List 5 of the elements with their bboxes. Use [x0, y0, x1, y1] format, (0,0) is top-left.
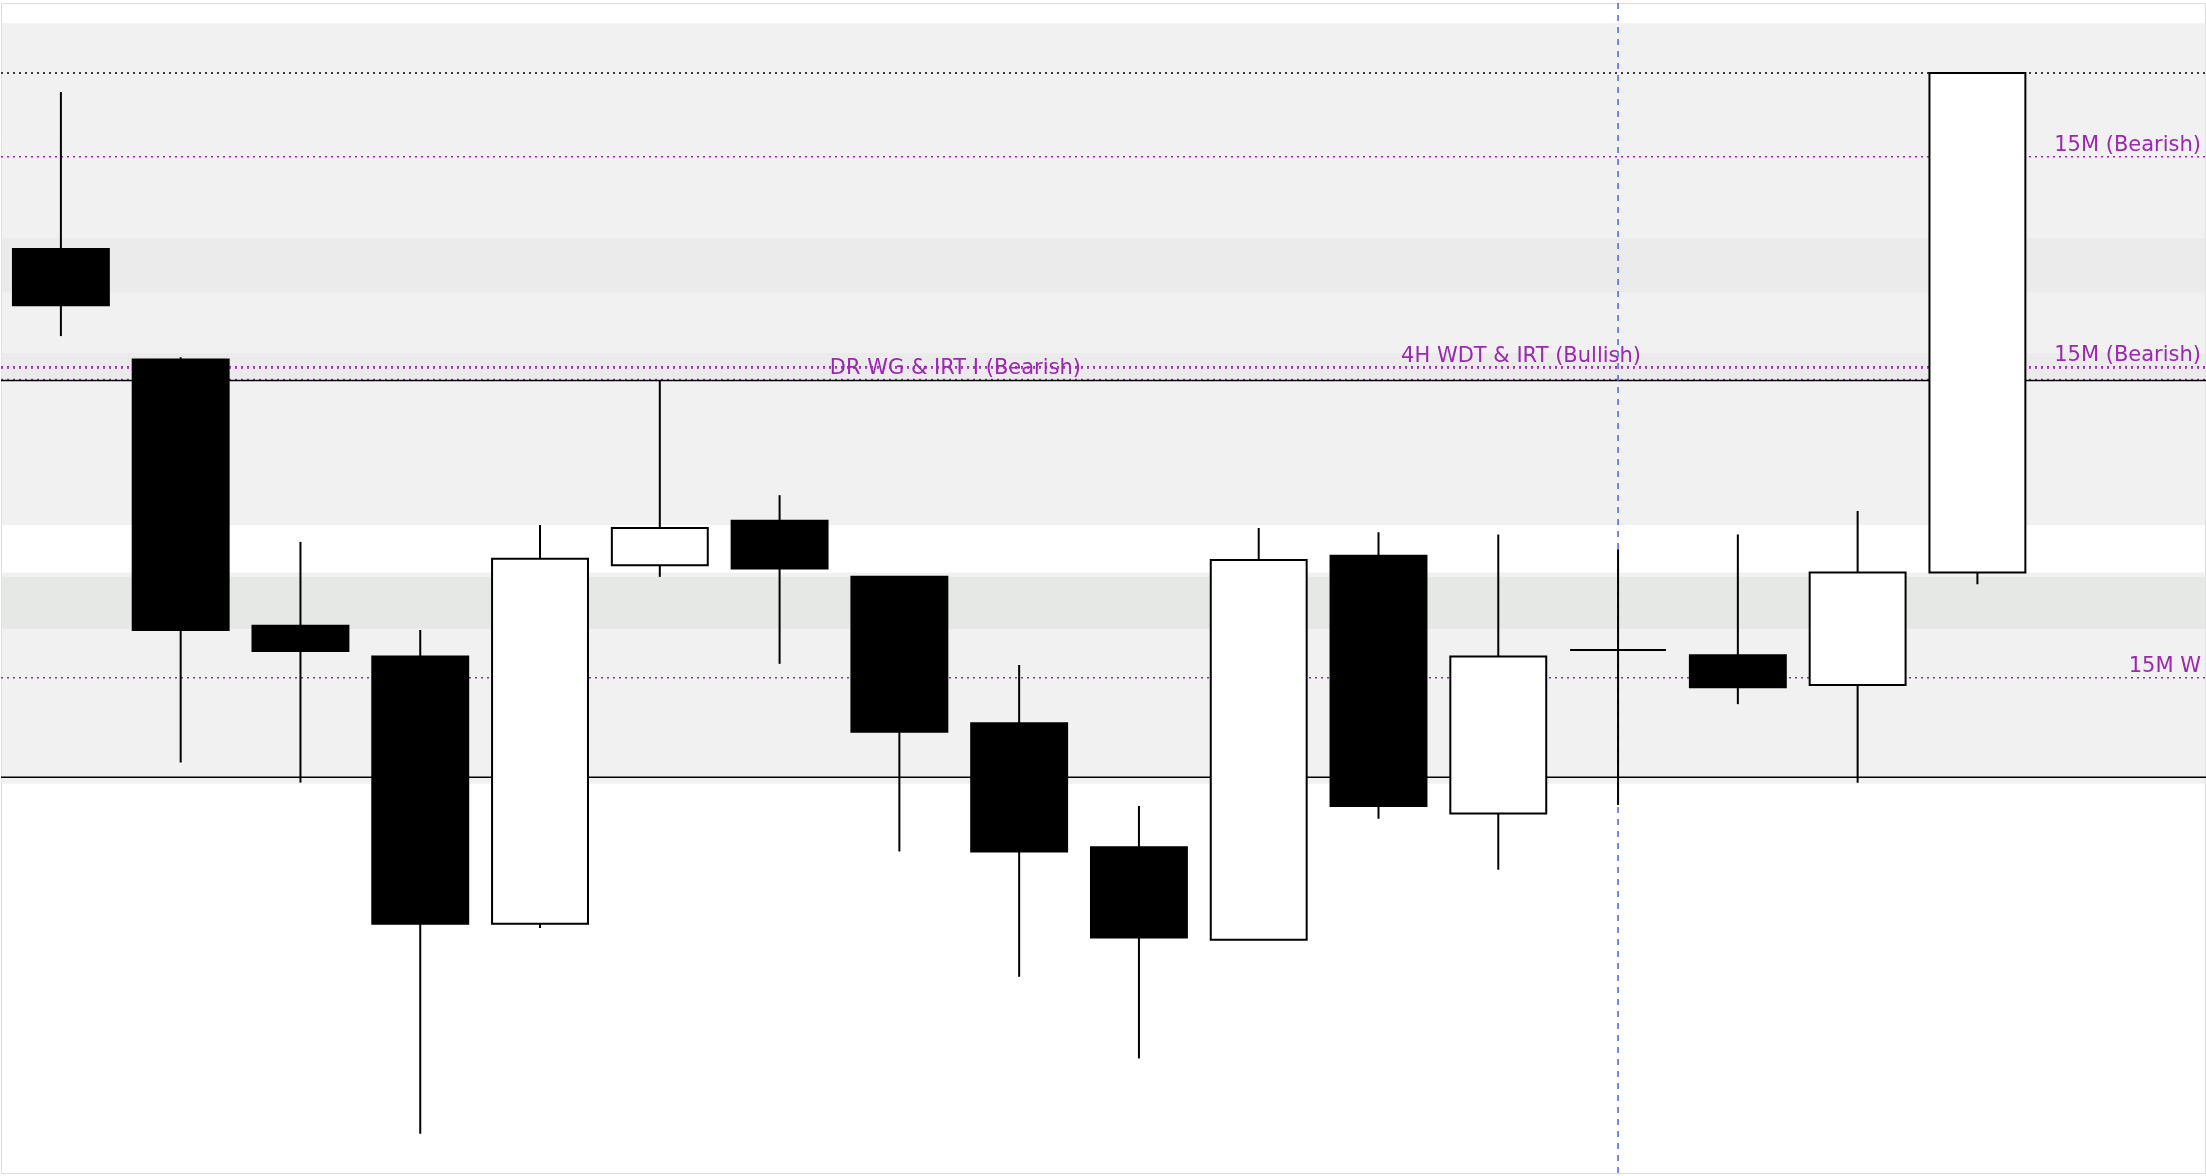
ref-line-label: 15M (Bearish) — [2054, 341, 2201, 366]
ref-line-label: 15M W — [2128, 652, 2202, 677]
ref-line-label: 4H WDT & IRT (Bullish) — [1401, 342, 1641, 367]
ref-line-label: 15M (Bearish) — [2054, 131, 2201, 156]
ref-line-label: DR WG & IRT I (Bearish) — [829, 354, 1081, 379]
